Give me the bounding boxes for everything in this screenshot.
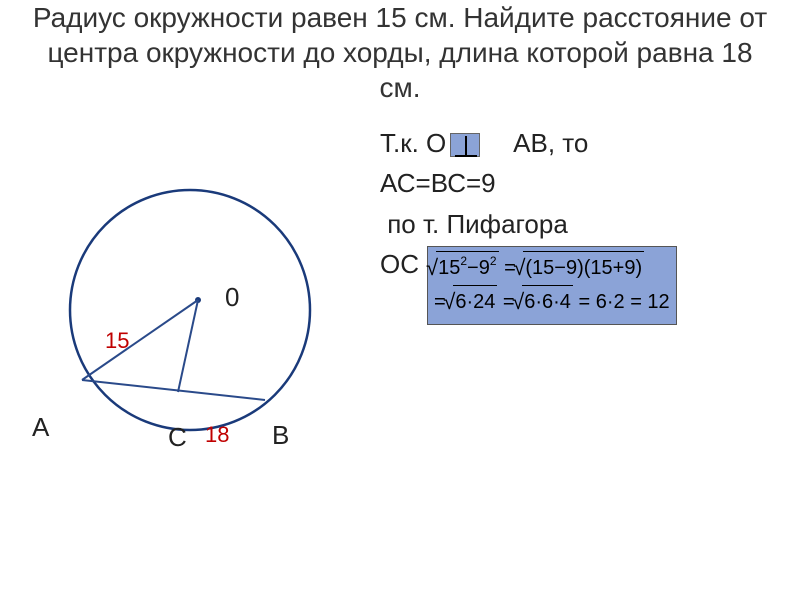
f-664: 6·6·4 bbox=[524, 286, 571, 318]
label-15: 15 bbox=[105, 328, 129, 354]
f-m9: −9 bbox=[467, 252, 490, 284]
f-paren: (15−9)(15+9) bbox=[525, 252, 642, 284]
line-OC bbox=[178, 300, 198, 392]
label-B: B bbox=[272, 420, 289, 451]
sqrt2: (15−9)(15+9) bbox=[523, 251, 644, 285]
perp-icon bbox=[450, 133, 480, 157]
sol-l4-label: ОС bbox=[380, 246, 419, 282]
content-row: 0 A B C 15 18 Т.к. О АВ, то АС=ВС=9 по т… bbox=[0, 120, 800, 500]
sol-line3: по т. Пифагора bbox=[380, 206, 800, 242]
f-m9e: 2 bbox=[490, 252, 497, 271]
circle-svg bbox=[50, 170, 350, 470]
f-15e: 2 bbox=[460, 252, 467, 271]
sol-line2: АС=ВС=9 bbox=[380, 165, 800, 201]
f-15: 15 bbox=[438, 252, 460, 284]
sol-line1: Т.к. О АВ, то bbox=[380, 125, 800, 161]
sol-l1-post: АВ, то bbox=[484, 128, 588, 158]
formula-row2: = 6·24 = 6·6·4 = 6·2 = 12 bbox=[434, 285, 670, 319]
solution: Т.к. О АВ, то АС=ВС=9 по т. Пифагора ОС … bbox=[380, 120, 800, 500]
sqrt4: 6·6·4 bbox=[522, 285, 573, 319]
main-circle bbox=[70, 190, 310, 430]
problem-title: Радиус окружности равен 15 см. Найдите р… bbox=[0, 0, 800, 105]
label-O: 0 bbox=[225, 282, 239, 313]
line-AB bbox=[82, 380, 265, 400]
label-C: C bbox=[168, 422, 187, 453]
line-OA bbox=[82, 300, 198, 380]
formula-box: 152−92 = (15−9)(15+9) = 6·24 = 6·6·4 bbox=[427, 246, 677, 324]
sqrt3: 6·24 bbox=[453, 285, 497, 319]
sol-line4: ОС 152−92 = (15−9)(15+9) = 6·24 bbox=[380, 246, 800, 324]
f-tail: = 6·2 = 12 bbox=[573, 286, 670, 318]
f-624: 6·24 bbox=[455, 286, 495, 318]
formula-row1: 152−92 = (15−9)(15+9) bbox=[434, 251, 670, 285]
sol-l1-pre: Т.к. О bbox=[380, 128, 446, 158]
label-18: 18 bbox=[205, 422, 229, 448]
diagram: 0 A B C 15 18 bbox=[0, 120, 380, 500]
label-A: A bbox=[32, 412, 49, 443]
sqrt1: 152−92 bbox=[436, 251, 499, 285]
